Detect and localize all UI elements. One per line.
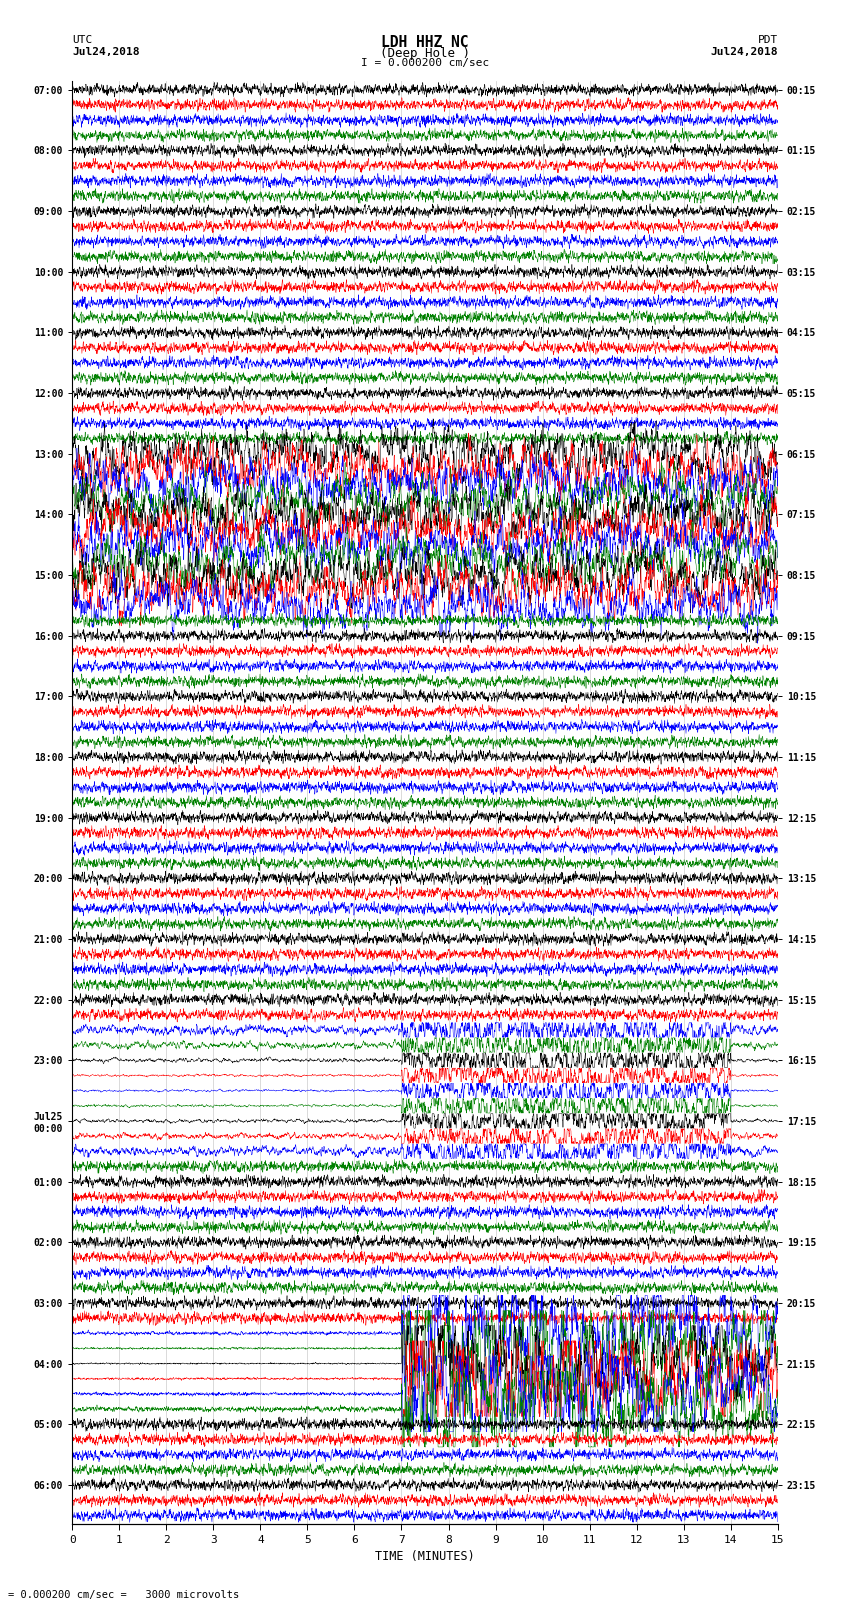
Text: Jul24,2018: Jul24,2018 [72,47,139,56]
Text: PDT: PDT [757,35,778,45]
Text: (Deep Hole ): (Deep Hole ) [380,47,470,60]
X-axis label: TIME (MINUTES): TIME (MINUTES) [375,1550,475,1563]
Text: LDH HHZ NC: LDH HHZ NC [382,35,468,50]
Text: UTC: UTC [72,35,93,45]
Text: Jul24,2018: Jul24,2018 [711,47,778,56]
Text: I = 0.000200 cm/sec: I = 0.000200 cm/sec [361,58,489,68]
Text: = 0.000200 cm/sec =   3000 microvolts: = 0.000200 cm/sec = 3000 microvolts [8,1590,240,1600]
